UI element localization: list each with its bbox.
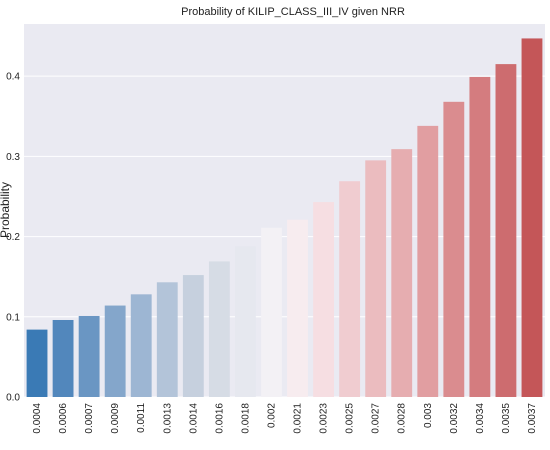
x-tick-label: 0.0018 <box>240 403 251 434</box>
x-tick-label: 0.0035 <box>501 403 512 434</box>
x-tick-label: 0.0023 <box>319 403 330 434</box>
bar-0.0021 <box>287 219 308 397</box>
bar-0.0028 <box>391 149 413 397</box>
x-tick-label: 0.002 <box>266 403 277 428</box>
bar-0.0027 <box>365 160 387 397</box>
bar-0.0009 <box>104 305 126 397</box>
x-tick-label: 0.0007 <box>84 403 95 434</box>
bar-0.0035 <box>495 64 517 397</box>
x-tick-label: 0.0004 <box>32 403 43 434</box>
bar-0.003 <box>417 125 439 398</box>
chart-title: Probability of KILIP_CLASS_III_IV given … <box>181 6 405 18</box>
x-tick-label: 0.0013 <box>162 403 173 434</box>
bar-0.0013 <box>156 282 178 397</box>
y-tick-label: 0.1 <box>6 312 20 323</box>
bar-0.0004 <box>26 329 48 397</box>
bars <box>26 38 543 398</box>
bar-0.0014 <box>182 275 204 397</box>
bar-0.0016 <box>208 261 230 397</box>
bar-0.0023 <box>313 202 334 397</box>
x-tick-label: 0.0037 <box>527 403 538 434</box>
bar-0.0007 <box>78 315 100 397</box>
bar-0.0006 <box>52 319 74 397</box>
x-tick-label: 0.0032 <box>449 403 460 434</box>
x-tick-label: 0.0014 <box>188 403 199 434</box>
bar-0.0037 <box>521 38 543 397</box>
plot-background <box>24 24 545 397</box>
y-tick-label: 0.4 <box>6 72 20 83</box>
bar-0.0018 <box>235 246 256 397</box>
x-tick-label: 0.0006 <box>58 403 69 434</box>
bar-0.0032 <box>443 101 465 398</box>
y-axis-label: Probability <box>0 182 12 238</box>
y-tick-labels: 0.0 0.1 0.2 0.3 0.4 <box>6 72 20 404</box>
x-tick-label: 0.0021 <box>293 403 304 434</box>
x-tick-labels: 0.0004 0.0006 0.0007 0.0009 0.0011 0.0013 0.00… <box>32 403 538 434</box>
bar-0.0025 <box>339 181 361 397</box>
bar-0.0034 <box>469 76 491 398</box>
x-tick-label: 0.0028 <box>397 403 408 434</box>
x-tick-label: 0.0011 <box>136 403 147 433</box>
y-tick-label: 0.0 <box>6 393 20 404</box>
x-tick-label: 0.0016 <box>214 403 225 434</box>
x-tick-label: 0.0025 <box>345 403 356 434</box>
y-tick-label: 0.3 <box>6 152 20 163</box>
bar-0.002 <box>261 227 282 397</box>
x-tick-label: 0.0027 <box>371 403 382 434</box>
y-tick-label: 0.2 <box>6 232 20 243</box>
x-tick-label: 0.0034 <box>475 403 486 434</box>
x-tick-label: 0.003 <box>423 403 434 428</box>
x-tick-label: 0.0009 <box>110 403 121 434</box>
bar-0.0011 <box>130 294 152 397</box>
